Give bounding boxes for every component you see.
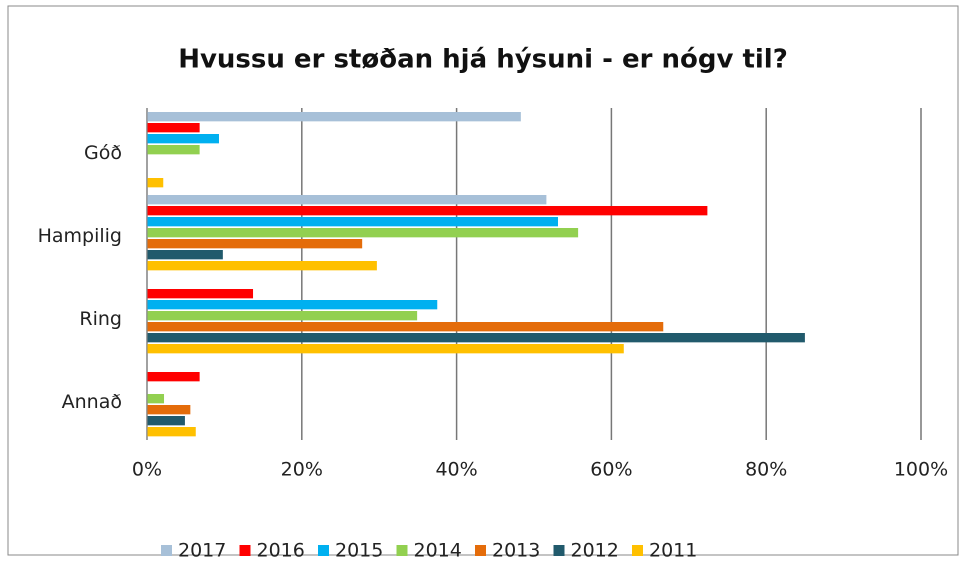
bar [147,134,219,144]
y-tick-label: Góð [84,142,122,164]
chart-frame [7,5,959,556]
legend-label: 2011 [649,540,697,561]
legend-label: 2014 [414,540,462,561]
bar [147,123,200,133]
legend-swatch [396,545,408,556]
legend-label: 2017 [178,540,226,561]
bar [147,372,200,382]
bar [147,178,164,188]
bar [147,394,165,404]
bar [147,217,558,227]
y-tick-label: Ring [79,308,122,330]
legend-swatch [318,545,329,556]
bar [147,344,624,354]
x-tick-label: 0% [132,459,162,481]
legend-swatch [632,545,643,556]
x-tick-label: 80% [745,459,787,481]
bar [147,416,185,426]
legend-swatch [475,545,486,556]
bar [147,239,363,249]
bar [147,427,196,437]
x-tick-label: 40% [435,459,477,481]
legend-label: 2016 [257,540,305,561]
bar [147,405,191,415]
bar [147,228,579,238]
x-tick-label: 20% [281,459,323,481]
y-tick-label: Hampilig [38,225,122,247]
bar [147,206,708,216]
bar [147,261,377,271]
legend-swatch [553,545,565,556]
bar [147,289,254,299]
chart-title: Hvussu er støðan hjá hýsuni - er nógv ti… [178,45,788,75]
bar [147,300,438,310]
legend-label: 2015 [335,540,383,561]
legend-label: 2013 [492,540,540,561]
bar [147,112,521,122]
y-tick-label: Annað [62,391,122,413]
legend-label: 2012 [571,540,619,561]
bar [147,195,547,205]
legend-swatch [239,545,251,556]
x-tick-label: 60% [590,459,632,481]
bar [147,322,664,332]
bar [147,250,223,260]
bar [147,145,200,155]
bar [147,311,418,321]
x-tick-label: 100% [894,459,948,481]
legend-swatch [161,545,172,556]
bar [147,333,805,343]
